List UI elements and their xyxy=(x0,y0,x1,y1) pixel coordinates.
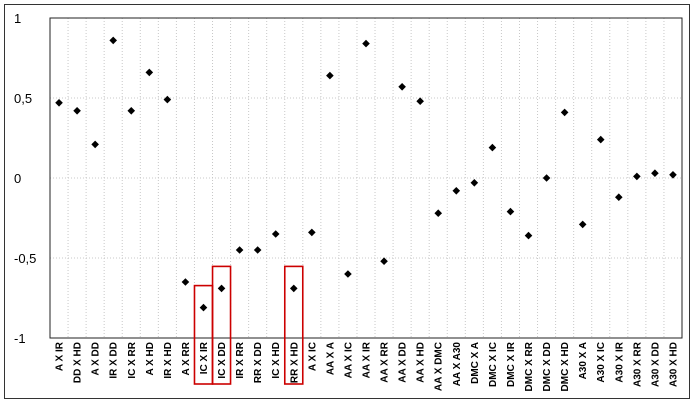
x-tick-label: IC X HD xyxy=(271,342,282,379)
x-axis: A X IR DD X HD A X DD IR X DD IC X RR A X HD I… xyxy=(55,341,680,391)
x-tick-label: AA X RR xyxy=(380,341,391,383)
x-tick-label: DMC X IC xyxy=(488,342,499,387)
data-point xyxy=(452,187,461,195)
data-point xyxy=(434,209,443,217)
data-point xyxy=(73,107,81,115)
x-tick-label: A X DD xyxy=(91,342,102,376)
x-tick-label: IR X HD xyxy=(163,342,174,379)
data-point xyxy=(578,220,587,229)
data-point xyxy=(669,171,677,179)
y-tick-label: 1 xyxy=(14,11,21,26)
data-point xyxy=(615,193,623,201)
x-tick-label: AA X A30 xyxy=(452,342,463,387)
data-point xyxy=(416,97,424,105)
x-tick-label: DMC X HD xyxy=(560,342,571,391)
x-tick-label: A X HD xyxy=(145,342,156,376)
data-point xyxy=(271,230,280,238)
y-tick-label: -0,5 xyxy=(14,251,36,266)
y-tick-label: -1 xyxy=(14,331,26,346)
x-tick-label: DMC X DD xyxy=(542,342,553,391)
data-point xyxy=(217,284,226,293)
x-tick-label: AA X DMC xyxy=(434,342,445,391)
data-point xyxy=(398,83,406,91)
x-tick-label: A30 X RR xyxy=(632,341,643,387)
x-tick-label: AA X A xyxy=(325,342,336,375)
x-tick-label: IC X DD xyxy=(217,342,228,379)
x-tick-label: A30 X A xyxy=(578,342,589,379)
data-point xyxy=(326,71,334,80)
x-tick-label: IR X RR xyxy=(235,341,246,378)
data-point xyxy=(55,99,63,107)
data-point xyxy=(380,257,388,265)
x-tick-label: RR X DD xyxy=(253,342,264,383)
x-tick-label: DMC X A xyxy=(470,342,481,384)
x-tick-label: AA X IR xyxy=(362,341,373,378)
data-point xyxy=(470,179,479,187)
x-tick-label: A30 X DD xyxy=(650,342,661,387)
data-point xyxy=(199,303,208,312)
data-point xyxy=(560,108,569,117)
x-tick-label: A X IC xyxy=(307,342,318,371)
x-tick-label: RR X HD xyxy=(289,342,300,383)
y-tick-label: 0 xyxy=(14,171,21,186)
y-tick-label: 0,5 xyxy=(14,91,32,106)
data-point xyxy=(506,207,515,216)
plot-area xyxy=(49,17,683,339)
data-point xyxy=(289,284,298,293)
data-point xyxy=(596,135,605,144)
highlight-box xyxy=(211,265,232,385)
y-axis: 1 0,5 0 -0,5 -1 xyxy=(14,11,36,346)
data-point xyxy=(524,231,533,240)
highlight-boxes xyxy=(193,265,304,385)
chart-frame xyxy=(4,4,690,399)
x-tick-label: IC X IR xyxy=(199,341,210,374)
x-tick-label: A X RR xyxy=(181,341,192,375)
x-tick-label: A30 X HD xyxy=(668,342,679,387)
data-point xyxy=(181,278,190,286)
data-point xyxy=(145,68,154,77)
data-point xyxy=(488,143,497,152)
data-point xyxy=(308,228,316,237)
x-tick-label: AA X DD xyxy=(398,342,409,383)
data-point xyxy=(542,174,551,182)
data-point xyxy=(651,169,659,177)
x-tick-label: A X IR xyxy=(55,341,66,371)
x-tick-label: A30 X IC xyxy=(596,342,607,383)
data-point xyxy=(362,39,370,48)
x-tick-label: DMC X IR xyxy=(506,341,517,387)
data-point xyxy=(633,172,641,181)
highlight-box xyxy=(283,265,304,385)
data-point xyxy=(344,270,352,278)
x-tick-label: DD X HD xyxy=(73,342,84,383)
x-tick-label: AA X IC xyxy=(343,342,354,378)
data-points xyxy=(55,36,677,312)
x-tick-label: AA X HD xyxy=(416,342,427,383)
data-point xyxy=(127,107,136,115)
x-tick-label: DMC X RR xyxy=(524,341,535,391)
data-point xyxy=(109,36,117,45)
data-point xyxy=(163,95,172,104)
data-point xyxy=(235,246,244,254)
x-tick-label: IC X RR xyxy=(127,341,138,378)
data-point xyxy=(253,246,262,254)
x-tick-label: IR X DD xyxy=(109,342,120,379)
data-point xyxy=(91,140,99,149)
grid xyxy=(50,18,682,338)
x-tick-label: A30 X IR xyxy=(614,341,625,382)
